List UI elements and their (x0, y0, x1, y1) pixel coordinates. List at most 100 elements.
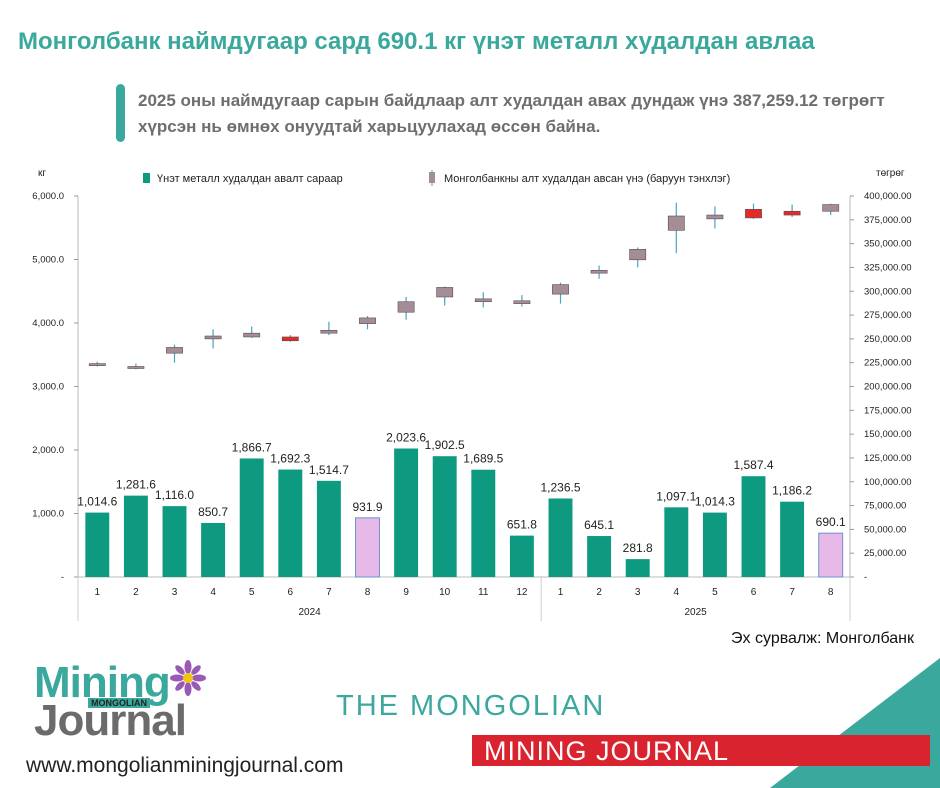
bar (471, 469, 496, 577)
candle-body (281, 336, 299, 342)
left-axis-unit: кг (38, 168, 46, 179)
website-link[interactable]: www.mongolianminingjournal.com (26, 754, 344, 777)
right-tick-label: 25,000.00 (864, 548, 906, 559)
x-tick-label: 8 (828, 587, 834, 598)
bar (702, 512, 727, 577)
bar-value-label: 1,097.1 (656, 489, 696, 503)
bar (664, 507, 689, 577)
candle-body (590, 269, 608, 274)
x-tick-label: 11 (478, 587, 489, 598)
bar-value-label: 645.1 (584, 518, 614, 532)
candle-body (436, 287, 454, 298)
x-tick-label: 2 (133, 587, 139, 598)
x-tick-label: 5 (249, 587, 255, 598)
bar-value-label: 281.8 (623, 541, 653, 555)
bar (278, 469, 303, 577)
candle-body (359, 317, 376, 324)
bar-value-label: 690.1 (816, 515, 846, 529)
bar-value-label: 1,587.4 (733, 458, 773, 472)
x-tick-label: 3 (635, 587, 641, 598)
legend-bar-swatch (143, 173, 150, 183)
left-tick-label: 1,000.0 (32, 509, 64, 520)
bar (432, 456, 457, 577)
bar-value-label: 1,514.7 (309, 463, 349, 477)
bar (780, 501, 805, 577)
x-tick-label: 1 (95, 587, 101, 598)
bar (355, 517, 380, 578)
candle-body (706, 214, 724, 220)
right-tick-label: 400,000.00 (864, 191, 912, 202)
candle-body (474, 298, 492, 303)
x-tick-label: 6 (751, 587, 757, 598)
right-axis-unit: төгрөг (876, 168, 905, 179)
bar-value-label: 1,116.0 (155, 488, 194, 502)
candle-body (822, 204, 840, 212)
year-label: 2024 (298, 607, 321, 618)
x-tick-label: 3 (172, 587, 178, 598)
bar-value-label: 2,023.6 (386, 431, 426, 445)
candle-body (320, 330, 338, 334)
mining-journal-logo: Mining Journal MONGOLIAN (30, 656, 220, 748)
right-tick-label: - (864, 572, 867, 583)
bar (394, 448, 419, 577)
candle-body (88, 363, 106, 366)
page-subtitle: 2025 оны наймдугаар сарын байдлаар алт х… (138, 91, 885, 136)
x-tick-label: 5 (712, 587, 718, 598)
right-tick-label: 200,000.00 (864, 382, 912, 393)
source-note: Эх сурвалж: Монголбанк (731, 630, 914, 647)
bar-value-label: 931.9 (352, 500, 382, 514)
bar (587, 536, 612, 577)
x-tick-label: 6 (288, 587, 294, 598)
right-tick-label: 325,000.00 (864, 262, 912, 273)
candle-body (745, 209, 762, 219)
brand-line-1: THE MONGOLIAN (336, 690, 606, 722)
legend-label-bars: Үнэт металл худалдан авалт сараар (157, 173, 343, 185)
right-tick-label: 150,000.00 (864, 429, 912, 440)
right-tick-label: 50,000.00 (864, 524, 906, 535)
right-tick-label: 250,000.00 (864, 334, 912, 345)
bar-value-label: 651.8 (507, 518, 537, 532)
right-tick-label: 375,000.00 (864, 215, 912, 226)
candle-body (513, 300, 531, 304)
bar (509, 535, 534, 577)
bar-value-label: 1,692.3 (270, 452, 310, 466)
bar-value-label: 1,236.5 (540, 480, 580, 494)
left-tick-label: - (61, 572, 64, 583)
x-tick-label: 4 (674, 587, 680, 598)
x-tick-label: 7 (326, 587, 332, 598)
right-tick-label: 175,000.00 (864, 405, 912, 416)
bar (316, 480, 341, 577)
right-tick-label: 300,000.00 (864, 286, 912, 297)
bar-value-label: 1,186.2 (772, 484, 812, 498)
right-tick-label: 275,000.00 (864, 310, 912, 321)
bar (818, 532, 844, 578)
x-tick-label: 4 (210, 587, 216, 598)
decorative-triangle (770, 658, 940, 788)
legend-label-candles: Монголбанкны алт худалдан авсан үнэ (бар… (444, 173, 730, 185)
bar (201, 522, 226, 577)
brand-line-2: MINING JOURNAL (484, 736, 730, 766)
x-tick-label: 1 (558, 587, 564, 598)
bar-value-label: 1,014.6 (77, 495, 117, 509)
bar (162, 506, 187, 577)
candle-body (783, 210, 801, 216)
bar-value-label: 1,689.5 (463, 452, 503, 466)
left-tick-label: 2,000.0 (32, 445, 64, 456)
flower-icon (170, 660, 206, 696)
bar (123, 495, 148, 577)
subtitle-accent-bar (116, 84, 125, 142)
bar-value-label: 850.7 (198, 505, 228, 519)
logo-word-mongolian: MONGOLIAN (88, 698, 150, 708)
bar-value-label: 1,281.6 (116, 478, 156, 492)
right-tick-label: 75,000.00 (864, 501, 906, 512)
x-tick-label: 9 (403, 587, 409, 598)
right-tick-label: 350,000.00 (864, 239, 912, 250)
bar-value-label: 1,014.3 (695, 495, 735, 509)
left-tick-label: 4,000.0 (32, 318, 64, 329)
bar (741, 476, 766, 577)
right-tick-label: 100,000.00 (864, 477, 912, 488)
bar-value-label: 1,902.5 (425, 438, 465, 452)
right-tick-label: 125,000.00 (864, 453, 912, 464)
legend-candle-swatch (429, 172, 435, 183)
bar (625, 559, 650, 577)
